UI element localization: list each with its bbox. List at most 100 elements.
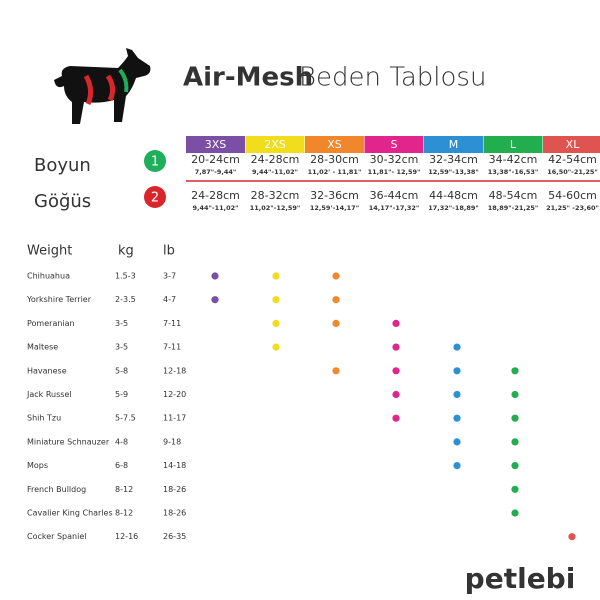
inch-value: 16,50"-21,25" bbox=[547, 168, 598, 176]
table-header: kg bbox=[118, 244, 134, 259]
inch-value: 12,59"-13,38" bbox=[428, 168, 479, 176]
size-header bbox=[305, 136, 364, 153]
size-dot bbox=[511, 462, 519, 470]
size-label: 2XS bbox=[264, 138, 286, 151]
size-dot bbox=[511, 438, 519, 446]
breed-kg: 1.5-3 bbox=[115, 272, 136, 281]
size-dot bbox=[211, 296, 219, 304]
size-dot bbox=[211, 272, 219, 280]
size-label: XS bbox=[327, 138, 342, 151]
cm-value: 28-30cm bbox=[310, 153, 359, 166]
breed-lb: 7-11 bbox=[163, 343, 181, 352]
inch-value: 7,87"-9,44" bbox=[195, 168, 237, 176]
size-dot bbox=[272, 319, 280, 327]
cm-value: 24-28cm bbox=[251, 153, 300, 166]
breed-lb: 11-17 bbox=[163, 414, 186, 423]
breed-name: Pomeranian bbox=[27, 319, 75, 328]
inch-value: 17,32"-18,89" bbox=[428, 204, 479, 212]
size-dot bbox=[272, 296, 280, 304]
inch-value: 21,25" -23,60" bbox=[546, 204, 599, 212]
inch-value: 9,44"-11,02" bbox=[252, 168, 298, 176]
size-dot bbox=[392, 390, 400, 399]
breed-name: Yorkshire Terrier bbox=[26, 295, 92, 304]
size-dot bbox=[392, 343, 400, 351]
breed-name: Cocker Spaniel bbox=[27, 532, 86, 541]
size-dot bbox=[332, 319, 340, 327]
size-dot bbox=[511, 509, 519, 517]
dog-icon bbox=[54, 48, 151, 124]
size-dot bbox=[332, 272, 340, 280]
size-dot bbox=[453, 390, 461, 399]
breed-kg: 3-5 bbox=[115, 319, 128, 328]
breed-kg: 4-8 bbox=[115, 437, 128, 446]
size-label: 3XS bbox=[205, 138, 227, 151]
size-dot bbox=[392, 367, 400, 375]
breed-name: Cavalier King Charles bbox=[27, 509, 113, 518]
size-label: L bbox=[510, 138, 517, 151]
table-header: lb bbox=[163, 244, 175, 259]
cm-value: 32-34cm bbox=[429, 153, 478, 166]
size-header bbox=[483, 136, 543, 153]
breed-kg: 2-3.5 bbox=[115, 295, 136, 304]
cm-value: 48-54cm bbox=[489, 189, 538, 202]
size-dot bbox=[392, 319, 400, 327]
breed-kg: 8-12 bbox=[115, 509, 133, 518]
title-light: Beden Tablosu bbox=[299, 63, 486, 93]
inch-value: 9,44"-11,02" bbox=[192, 204, 238, 212]
size-dot bbox=[453, 438, 461, 446]
inch-value: 18,89"-21,25" bbox=[488, 204, 539, 212]
breed-kg: 12-16 bbox=[115, 532, 138, 541]
size-label: M bbox=[449, 138, 459, 151]
cm-value: 34-42cm bbox=[489, 153, 538, 166]
breed-lb: 18-26 bbox=[163, 485, 186, 494]
size-dot bbox=[568, 533, 576, 541]
breed-name: Shih Tzu bbox=[27, 414, 61, 423]
size-header bbox=[186, 136, 245, 153]
cm-value: 54-60cm bbox=[548, 189, 597, 202]
size-header bbox=[245, 136, 305, 153]
inch-value: 14,17"-17,32" bbox=[369, 204, 420, 212]
breed-name: Maltese bbox=[27, 343, 58, 352]
cm-value: 24-28cm bbox=[191, 189, 240, 202]
breed-kg: 3-5 bbox=[115, 343, 128, 352]
size-header bbox=[364, 136, 424, 153]
size-header bbox=[543, 136, 600, 153]
inch-value: 11,81"- 12,59" bbox=[368, 168, 421, 176]
breed-name: Jack Russel bbox=[26, 390, 72, 399]
logo: petlebi bbox=[465, 562, 576, 595]
size-dot bbox=[511, 414, 519, 422]
breed-lb: 7-11 bbox=[163, 319, 181, 328]
table-header: Weight bbox=[27, 244, 72, 259]
size-dot bbox=[272, 343, 280, 351]
size-dot bbox=[332, 367, 340, 375]
breed-lb: 9-18 bbox=[163, 437, 181, 446]
size-dot bbox=[272, 272, 280, 280]
size-dot bbox=[511, 485, 519, 493]
inch-value: 11,02"-12,59" bbox=[250, 204, 301, 212]
breed-lb: 12-18 bbox=[163, 366, 186, 375]
breed-lb: 26-35 bbox=[163, 532, 186, 541]
size-dot bbox=[511, 367, 519, 375]
cm-value: 36-44cm bbox=[370, 189, 419, 202]
size-dot bbox=[392, 414, 400, 422]
measurement-name: Boyun bbox=[34, 155, 91, 176]
badge-number: 2 bbox=[151, 191, 159, 206]
size-dot bbox=[453, 414, 461, 422]
badge bbox=[144, 150, 166, 172]
inch-value: 12,59'-14,17" bbox=[310, 204, 359, 212]
breed-lb: 14-18 bbox=[163, 461, 186, 470]
breed-kg: 5-7.5 bbox=[115, 414, 136, 423]
badge-number: 1 bbox=[151, 155, 159, 170]
cm-value: 28-32cm bbox=[251, 189, 300, 202]
inch-value: 13,38"-16,53" bbox=[488, 168, 539, 176]
breed-name: Chihuahua bbox=[27, 272, 70, 281]
size-header bbox=[424, 136, 483, 153]
breed-name: Havanese bbox=[27, 366, 67, 375]
breed-kg: 8-12 bbox=[115, 485, 133, 494]
size-dot bbox=[453, 367, 461, 375]
cm-value: 30-32cm bbox=[370, 153, 419, 166]
breed-name: Mops bbox=[27, 461, 48, 470]
breed-kg: 5-9 bbox=[115, 390, 128, 399]
breed-kg: 5-8 bbox=[115, 366, 128, 375]
